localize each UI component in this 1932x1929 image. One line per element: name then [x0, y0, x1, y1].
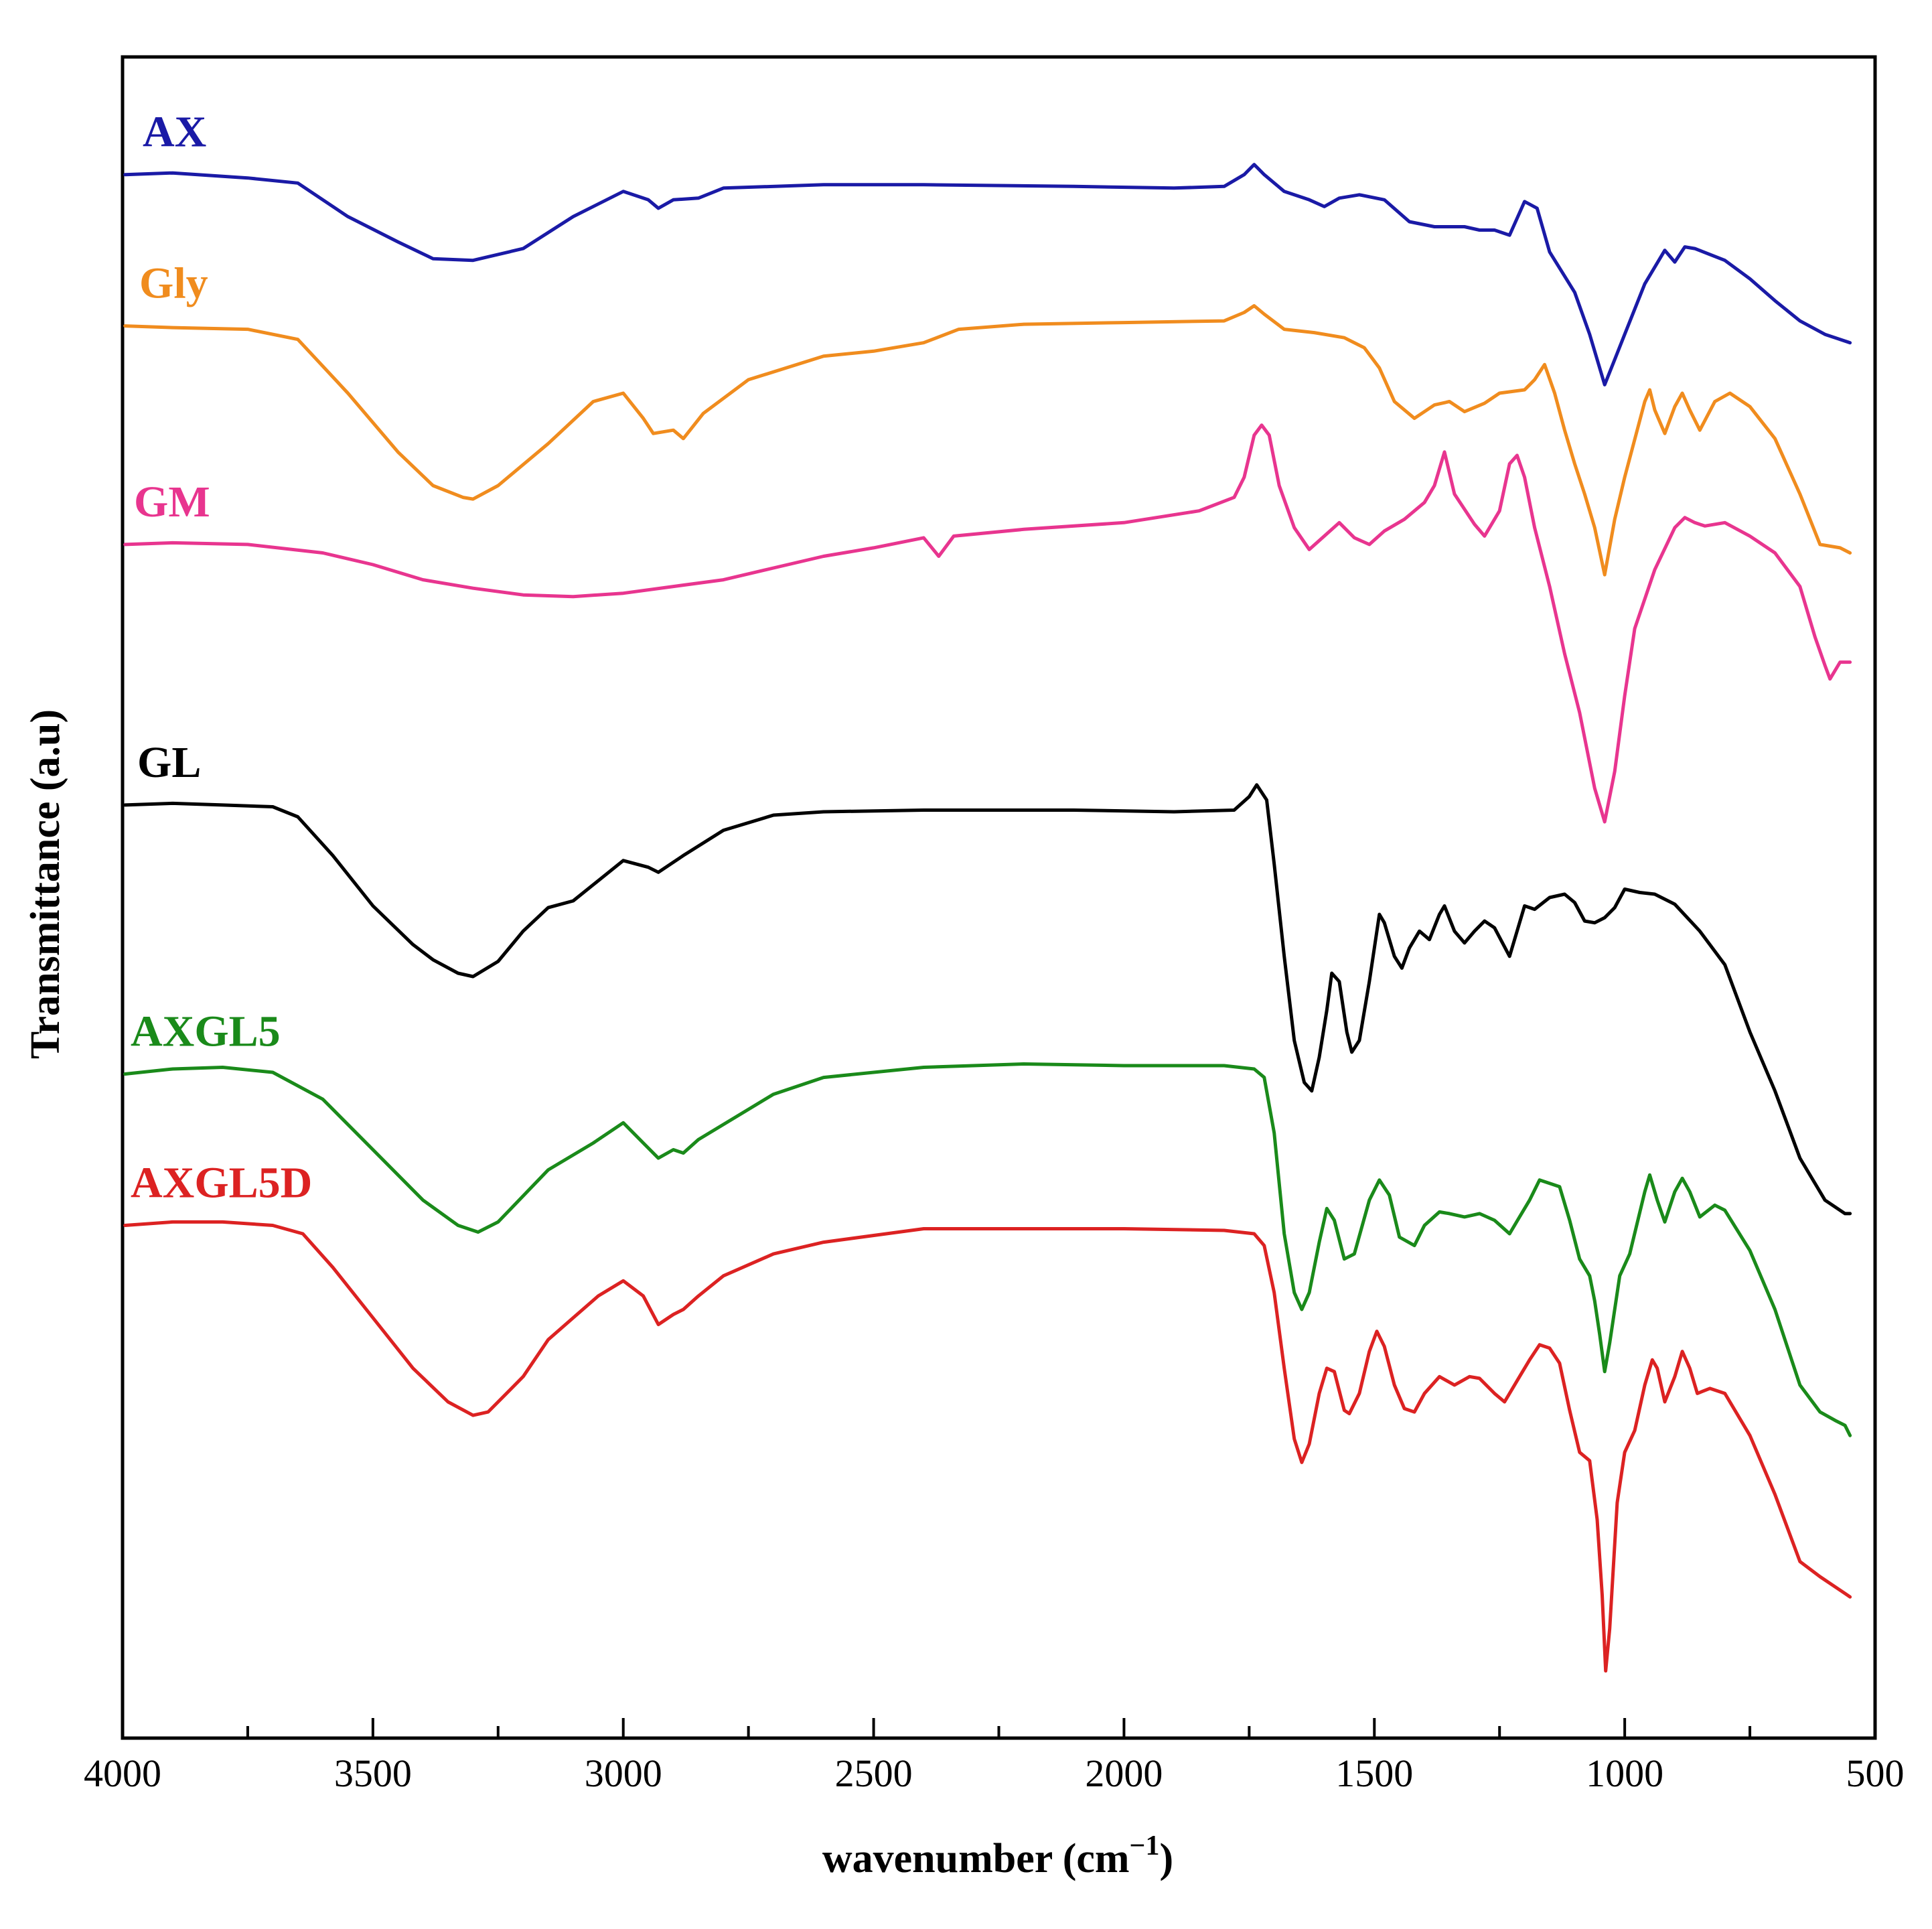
series-line-ax: [123, 163, 1852, 386]
series-line-axgl5: [123, 1062, 1852, 1437]
x-tick-label: 3500: [334, 1752, 412, 1795]
x-axis-ticks: [121, 1718, 1876, 1738]
series-label-gl: GL: [137, 738, 201, 787]
series-labels: AX Gly GM GL AXGL5 AXGL5D: [131, 108, 312, 1208]
plot-frame: [121, 55, 1877, 1740]
y-axis-title: Transmittance (a.u): [23, 709, 68, 1059]
x-tick-label: 1000: [1586, 1752, 1663, 1795]
x-tick-label: 500: [1846, 1752, 1905, 1795]
series-line-gm: [123, 423, 1852, 824]
series-line-gl: [123, 783, 1852, 1216]
series-label-axgl5: AXGL5: [131, 1007, 281, 1056]
x-tick-label: 2000: [1085, 1752, 1163, 1795]
x-tick-label: 2500: [835, 1752, 913, 1795]
series-line-axgl5d: [123, 1220, 1852, 1673]
x-axis-tick-labels: 4000 3500 3000 2500 2000 1500 1000 500: [84, 1752, 1905, 1795]
x-axis-title: wavenumber (cm−1): [822, 1831, 1173, 1881]
x-tick-label: 1500: [1335, 1752, 1413, 1795]
series-label-ax: AX: [143, 108, 206, 157]
series-line-gly: [123, 304, 1852, 577]
x-tick-label: 3000: [585, 1752, 662, 1795]
series-label-gly: Gly: [139, 259, 208, 308]
series-label-gm: GM: [134, 478, 210, 526]
series-label-axgl5d: AXGL5D: [131, 1158, 312, 1207]
spectra: [123, 163, 1852, 1673]
x-tick-label: 4000: [84, 1752, 161, 1795]
